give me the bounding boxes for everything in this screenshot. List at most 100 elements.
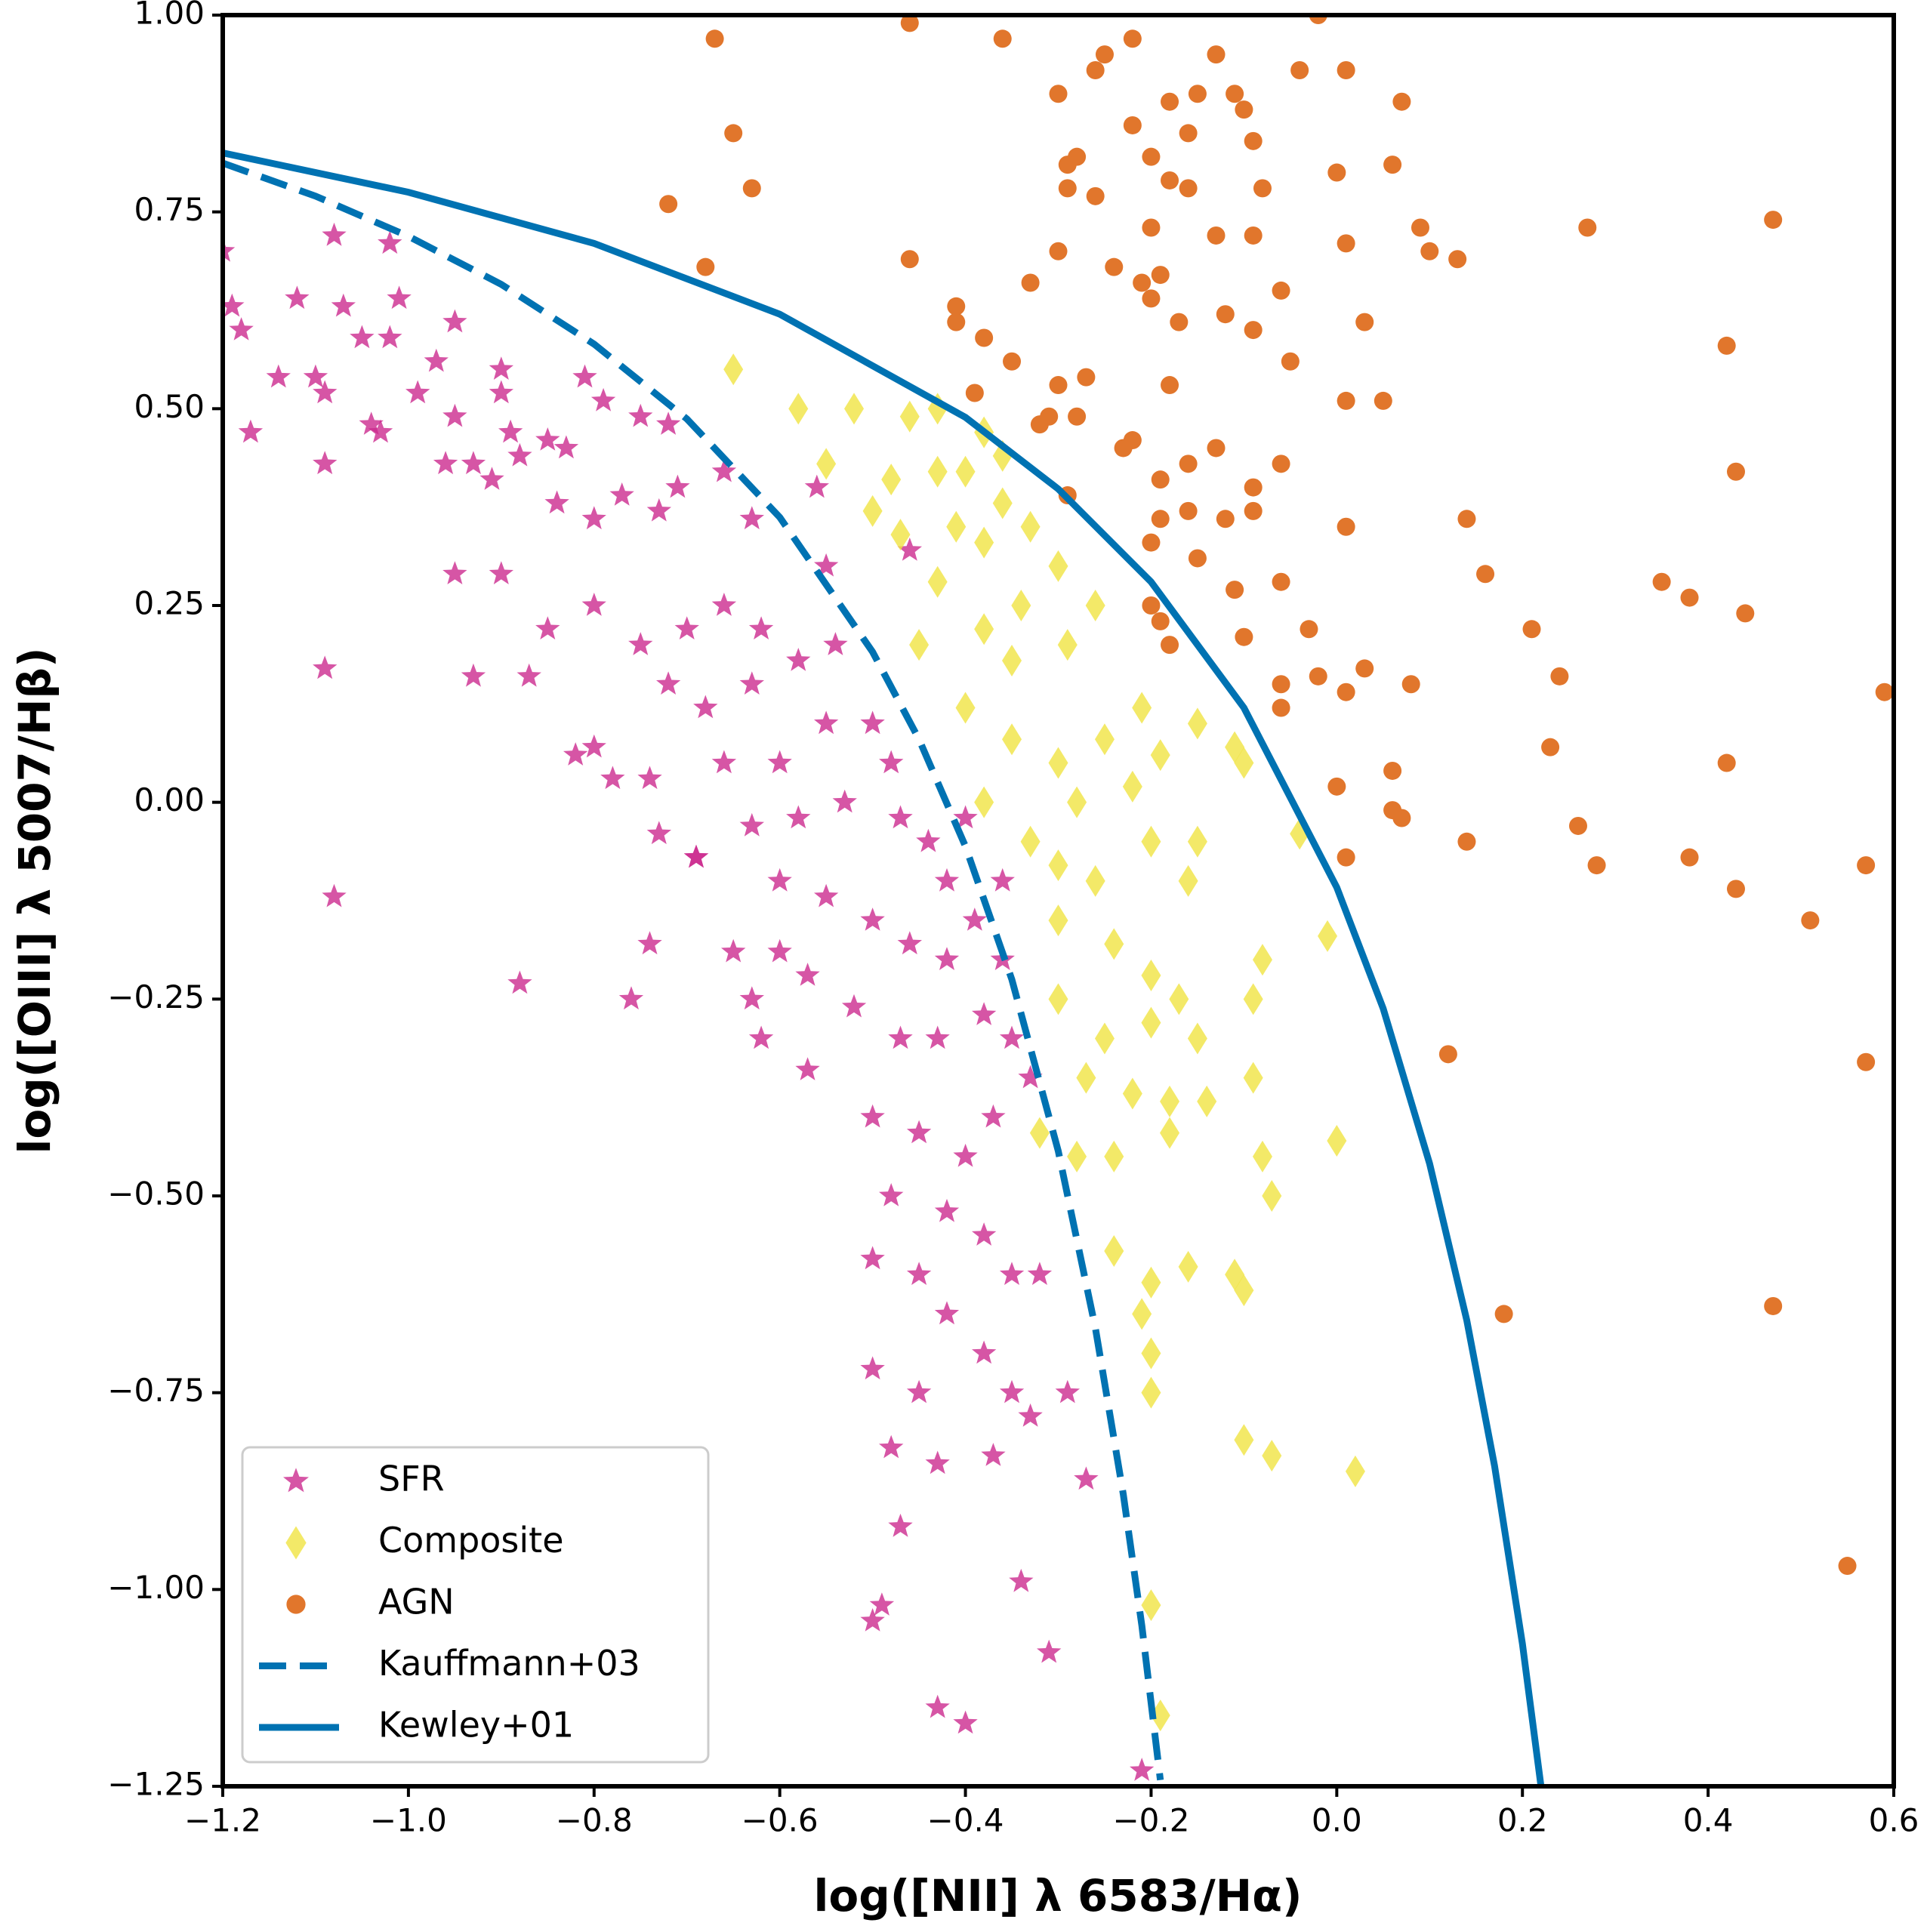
- diamond-marker: [1020, 510, 1041, 543]
- star-marker: [897, 931, 922, 955]
- diamond-marker: [1327, 1125, 1347, 1157]
- star-marker: [1027, 1262, 1053, 1285]
- star-marker: [479, 467, 504, 490]
- star-marker: [814, 883, 839, 907]
- circle-marker: [1383, 761, 1402, 780]
- circle-marker: [1448, 250, 1467, 269]
- star-marker: [934, 1301, 960, 1325]
- circle-marker: [1151, 470, 1170, 489]
- star-marker: [860, 907, 885, 931]
- circle-marker: [1337, 683, 1355, 701]
- star-marker: [507, 442, 532, 467]
- circle-marker: [1327, 163, 1346, 182]
- diamond-marker: [1225, 1259, 1245, 1291]
- circle-marker: [724, 124, 743, 143]
- star-marker: [879, 750, 904, 774]
- star-marker: [786, 805, 811, 829]
- star-marker: [906, 1120, 932, 1144]
- diamond-marker: [1243, 1062, 1263, 1094]
- star-marker: [535, 616, 560, 639]
- circle-marker: [1568, 816, 1587, 835]
- circle-marker: [1207, 226, 1226, 245]
- diamond-marker: [955, 455, 976, 488]
- star-marker: [841, 994, 867, 1018]
- star-marker: [313, 655, 338, 679]
- diamond-marker: [723, 353, 744, 386]
- circle-marker: [1161, 636, 1179, 655]
- star-marker: [1018, 1403, 1043, 1427]
- circle-marker: [1123, 29, 1142, 48]
- circle-marker: [1652, 572, 1671, 591]
- circle-marker: [1040, 407, 1059, 426]
- circle-marker: [1235, 627, 1253, 646]
- circle-marker: [1151, 612, 1170, 630]
- diamond-marker: [1104, 928, 1124, 960]
- y-tick-label: 1.00: [134, 0, 205, 32]
- star-marker: [489, 561, 513, 584]
- star-marker: [693, 695, 718, 719]
- star-marker: [981, 1104, 1006, 1128]
- y-tick-label: −1.00: [107, 1569, 205, 1606]
- circle-marker: [1058, 179, 1077, 198]
- circle-marker: [1049, 242, 1068, 260]
- star-marker: [350, 325, 375, 349]
- star-marker: [925, 1450, 950, 1474]
- diamond-marker: [1178, 864, 1198, 897]
- circle-marker: [1161, 376, 1179, 395]
- circle-marker: [1457, 510, 1476, 528]
- diamond-marker: [1085, 590, 1105, 621]
- star-marker: [916, 828, 941, 852]
- star-marker: [646, 498, 671, 522]
- circle-marker: [1401, 675, 1420, 694]
- star-marker: [507, 970, 532, 994]
- star-marker: [860, 1246, 885, 1270]
- diamond-marker: [1178, 1250, 1198, 1283]
- diamond-marker: [862, 495, 883, 527]
- diamond-marker: [1048, 550, 1068, 582]
- star-marker: [981, 1443, 1006, 1466]
- star-marker: [442, 403, 467, 427]
- axes: −1.2 −1.0 −0.8 −0.6 −0.4 −0.2 0.0 0.2 0.4 0.6 −1.2…: [107, 0, 1919, 1839]
- star-marker: [860, 1356, 885, 1380]
- diamond-marker: [899, 400, 920, 433]
- star-marker: [378, 230, 402, 254]
- diamond-marker: [1029, 1117, 1050, 1149]
- y-tick-label: 0.50: [134, 388, 205, 425]
- circle-marker: [1244, 131, 1263, 150]
- circle-marker: [1244, 226, 1263, 245]
- star-marker: [814, 710, 839, 735]
- diamond-marker: [1345, 1455, 1365, 1487]
- x-axis-label: log([NII] λ 6583/Hα): [813, 1870, 1302, 1921]
- circle-marker: [1411, 218, 1429, 237]
- y-tick-label: −0.25: [107, 978, 205, 1015]
- star-marker: [600, 766, 625, 790]
- star-marker: [665, 474, 690, 498]
- diamond-marker: [1169, 983, 1189, 1015]
- star-marker: [925, 1025, 950, 1049]
- diamond-marker: [1141, 1376, 1161, 1409]
- legend-label: SFR: [378, 1459, 445, 1499]
- diamond-marker: [1141, 1266, 1161, 1299]
- circle-marker: [705, 29, 724, 48]
- star-marker: [283, 1468, 309, 1493]
- circle-marker: [947, 297, 966, 316]
- circle-marker: [1142, 218, 1161, 237]
- star-marker: [972, 1222, 997, 1246]
- diamond-marker: [927, 565, 948, 598]
- diamond-marker: [1160, 1117, 1180, 1149]
- diamond-marker: [1141, 1337, 1161, 1370]
- star-marker: [767, 867, 792, 892]
- star-marker: [879, 1434, 904, 1459]
- circle-marker: [1235, 100, 1253, 119]
- x-tick-label: −0.8: [556, 1802, 633, 1839]
- circle-marker: [900, 15, 919, 32]
- circle-marker: [1272, 698, 1290, 717]
- diamond-marker: [1243, 983, 1263, 1015]
- circle-marker: [1309, 667, 1327, 686]
- circle-marker: [1457, 832, 1476, 851]
- circle-marker: [1838, 1557, 1857, 1576]
- circle-marker: [1281, 352, 1300, 371]
- diamond-marker: [1132, 1298, 1152, 1330]
- circle-marker: [1151, 266, 1170, 285]
- star-marker: [748, 616, 774, 639]
